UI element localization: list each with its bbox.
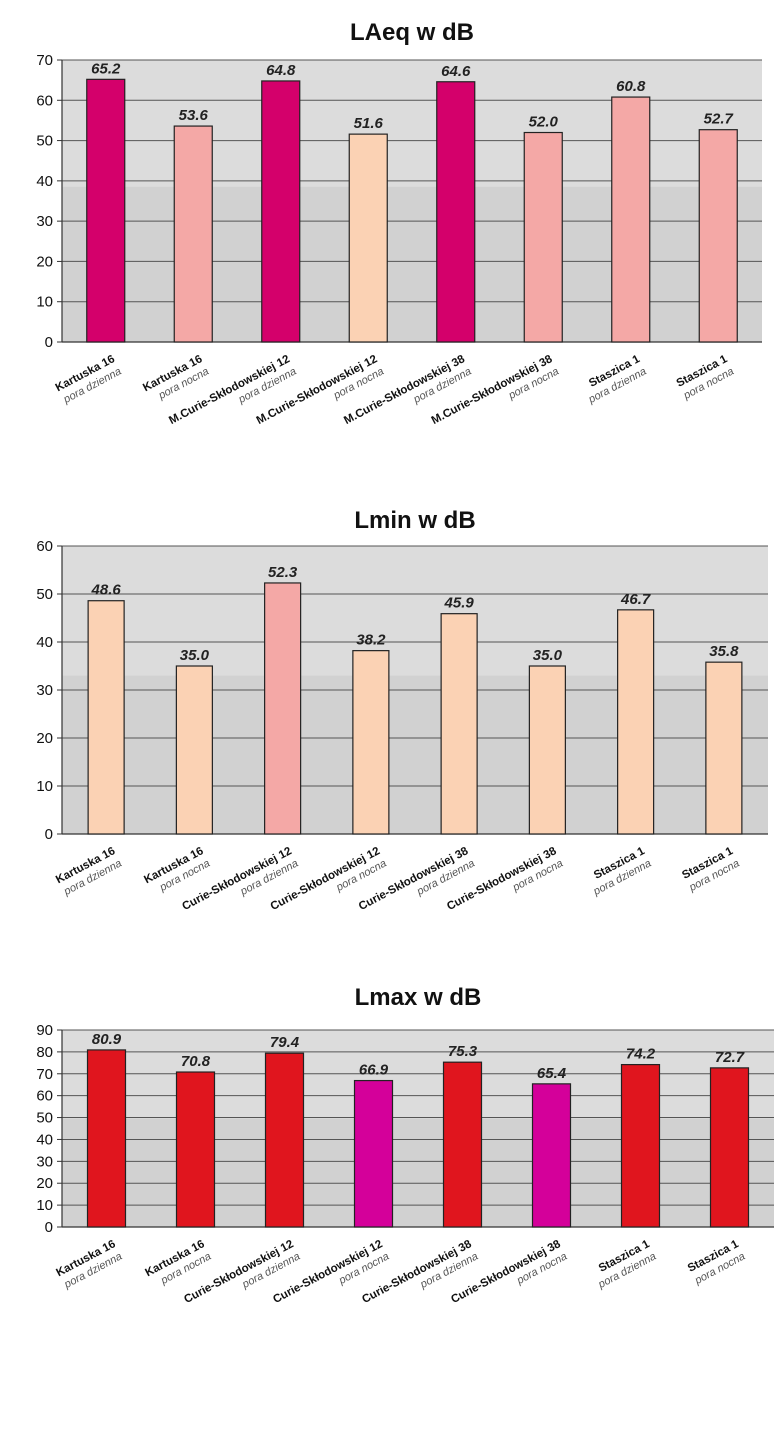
- value-label: 38.2: [356, 632, 386, 649]
- y-tick-label: 0: [45, 334, 53, 351]
- chart-laeq: LAeq w dB 0 10 20 30 40 50 60 70 65.2 Kartuska 16 p…: [0, 0, 774, 480]
- value-label: 65.4: [537, 1065, 567, 1082]
- value-label: 79.4: [270, 1034, 300, 1051]
- y-tick-label: 50: [36, 133, 53, 150]
- value-label: 51.6: [354, 115, 384, 132]
- bar: [705, 661, 743, 835]
- value-label: 65.2: [91, 60, 121, 77]
- chart-laeq-svg: LAeq w dB 0 10 20 30 40 50 60 70 65.2 Kartuska 16p…: [36, 19, 762, 427]
- value-label: 74.2: [626, 1046, 656, 1063]
- y-tick-label: 60: [36, 92, 53, 109]
- y-tick-label: 90: [36, 1022, 53, 1039]
- y-tick-label: 30: [36, 1153, 53, 1170]
- bar: [86, 78, 126, 343]
- bar: [440, 613, 478, 835]
- value-label: 35.0: [180, 647, 210, 664]
- y-tick-label: 40: [36, 634, 53, 651]
- bar: [87, 600, 125, 835]
- value-label: 64.6: [441, 63, 471, 80]
- value-label: 35.0: [533, 647, 563, 664]
- bar: [611, 96, 651, 343]
- bar: [175, 665, 213, 835]
- bar: [86, 1049, 127, 1228]
- y-tick-label: 60: [36, 538, 53, 555]
- chart-title: LAeq w dB: [350, 19, 474, 46]
- chart-lmin: Lmin w dB 0 10 20 30 40 50 60 48.6 Kartuska 16 por…: [0, 480, 774, 958]
- value-label: 75.3: [448, 1043, 478, 1060]
- bar: [617, 609, 655, 835]
- y-tick-label: 20: [36, 253, 53, 270]
- y-tick-label: 30: [36, 213, 53, 230]
- value-label: 46.7: [620, 591, 651, 608]
- bar: [698, 129, 738, 343]
- bar: [442, 1061, 483, 1228]
- y-tick-label: 30: [36, 682, 53, 699]
- y-tick-label: 40: [36, 1131, 53, 1148]
- bar: [173, 125, 213, 343]
- value-label: 45.9: [444, 595, 475, 612]
- bar: [523, 131, 563, 343]
- value-label: 52.7: [704, 111, 734, 128]
- y-tick-label: 10: [36, 1197, 53, 1214]
- bar: [348, 133, 388, 343]
- bar: [264, 1052, 305, 1228]
- bar: [436, 81, 476, 343]
- value-label: 52.0: [529, 114, 559, 131]
- y-tick-label: 0: [45, 1219, 53, 1236]
- value-label: 72.7: [715, 1049, 745, 1066]
- y-tick-label: 20: [36, 1175, 53, 1192]
- bar: [528, 665, 566, 835]
- y-tick-label: 40: [36, 173, 53, 190]
- bar: [352, 650, 390, 835]
- y-tick-label: 50: [36, 586, 53, 603]
- value-label: 66.9: [359, 1062, 389, 1079]
- plot-background-lower: [62, 1118, 774, 1227]
- value-label: 53.6: [179, 107, 209, 124]
- value-label: 35.8: [709, 643, 739, 660]
- plot-background-lower: [62, 675, 768, 834]
- y-tick-label: 10: [36, 294, 53, 311]
- value-label: 60.8: [616, 78, 646, 95]
- bar: [261, 80, 301, 343]
- value-label: 52.3: [268, 564, 298, 581]
- value-label: 64.8: [266, 62, 296, 79]
- bar: [264, 582, 302, 835]
- y-tick-label: 20: [36, 730, 53, 747]
- plot-background-lower: [62, 186, 762, 342]
- bar: [353, 1079, 394, 1228]
- y-tick-label: 50: [36, 1110, 53, 1127]
- value-label: 48.6: [91, 582, 122, 599]
- bar: [531, 1083, 572, 1228]
- bar: [620, 1063, 661, 1228]
- chart-lmin-svg: Lmin w dB 0 10 20 30 40 50 60 48.6 Kartuska 16por…: [36, 507, 768, 913]
- y-tick-label: 70: [36, 1066, 53, 1083]
- y-tick-label: 60: [36, 1088, 53, 1105]
- bar: [175, 1071, 216, 1228]
- y-tick-label: 70: [36, 52, 53, 69]
- bar: [709, 1067, 750, 1228]
- chart-lmax: Lmax w dB 0 10 20 30 40 50 60 70 80 90 80.9 Kartuska…: [0, 958, 774, 1437]
- chart-title: Lmax w dB: [355, 984, 482, 1011]
- chart-title: Lmin w dB: [354, 507, 475, 534]
- y-tick-label: 80: [36, 1044, 53, 1061]
- chart-lmax-svg: Lmax w dB 0 10 20 30 40 50 60 70 80 90 80.9 Kartuska…: [36, 984, 774, 1306]
- value-label: 70.8: [181, 1053, 211, 1070]
- y-tick-label: 0: [45, 826, 53, 843]
- value-label: 80.9: [92, 1031, 122, 1048]
- y-tick-label: 10: [36, 778, 53, 795]
